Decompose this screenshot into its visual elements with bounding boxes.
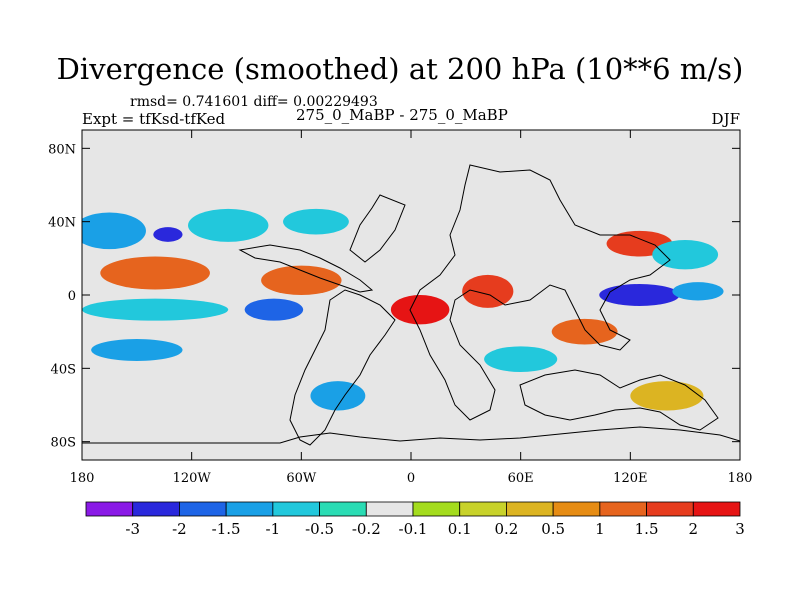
colorbar-label: 3 [735, 520, 745, 538]
colorbar-label: 2 [689, 520, 699, 538]
contour-blob-8 [390, 295, 450, 325]
colorbar: -3 -2 -1.5 -1 -0.5 -0.2 -0.1 0.1 0.2 0.5 1 1.5 2 3 [85, 501, 745, 538]
contour-blob-6 [82, 298, 229, 321]
contour-blob-4 [100, 256, 210, 290]
colorbar-swatch [319, 501, 367, 517]
y-tick-label: 80N [48, 142, 76, 157]
x-tick-label: 180 [70, 471, 95, 486]
contour-blob-7 [244, 298, 304, 321]
colorbar-swatch [412, 501, 461, 517]
colorbar-swatch [179, 501, 227, 517]
colorbar-label: -0.5 [305, 520, 334, 538]
case-subtitle: 275_0_MaBP - 275_0_MaBP [296, 106, 508, 124]
colorbar-label: -0.1 [399, 520, 428, 538]
coastline-antarctica [82, 426, 740, 444]
colorbar-swatch [692, 501, 741, 517]
x-axis: 180 120W 60W 0 60E 120E 180 [70, 130, 753, 486]
colorbar-swatch [365, 501, 414, 517]
contour-blob-10 [599, 284, 680, 306]
y-tick-label: 0 [68, 289, 76, 304]
x-tick-label: 60E [508, 471, 534, 486]
contour-blob-11 [672, 282, 724, 301]
x-tick-label: 60W [286, 471, 317, 486]
contour-blob-1 [153, 227, 183, 242]
x-tick-label: 120W [173, 471, 212, 486]
y-tick-label: 80S [51, 436, 76, 451]
experiment-label: Expt = tfKsd-tfKed [82, 110, 226, 128]
colorbar-swatch [272, 501, 320, 517]
season-label: DJF [711, 110, 740, 128]
colorbar-label: 0.5 [541, 520, 565, 538]
colorbar-swatch [552, 501, 601, 517]
y-axis: 80N 40N 0 40S 80S [48, 142, 740, 451]
contour-blob-9 [462, 274, 514, 308]
contour-blob-14 [551, 318, 618, 345]
colorbar-swatch [132, 501, 180, 517]
contour-blob-17 [310, 381, 366, 411]
contour-blobs [82, 208, 724, 411]
colorbar-label: 0.2 [494, 520, 518, 538]
contour-blob-0 [82, 212, 146, 250]
x-tick-label: 0 [407, 471, 415, 486]
plot-area [82, 130, 740, 460]
colorbar-label: -1 [266, 520, 281, 538]
y-tick-label: 40S [51, 362, 76, 377]
colorbar-swatch [506, 501, 554, 517]
colorbar-swatch [646, 501, 694, 517]
coastline-americas [238, 194, 406, 446]
colorbar-label: 1 [595, 520, 605, 538]
contour-blob-5 [261, 265, 342, 296]
colorbar-label: 1.5 [635, 520, 659, 538]
colorbar-label: -1.5 [212, 520, 241, 538]
y-tick-label: 40N [48, 216, 76, 231]
colorbar-label: -3 [125, 520, 140, 538]
coastline-australia [519, 369, 719, 431]
colorbar-swatch [85, 501, 134, 517]
contour-blob-16 [484, 346, 558, 372]
contour-blob-15 [91, 339, 183, 361]
colorbar-swatch [599, 501, 647, 517]
colorbar-label: -2 [172, 520, 187, 538]
colorbar-label: 0.1 [448, 520, 472, 538]
colorbar-label: -0.2 [352, 520, 381, 538]
chart-title: Divergence (smoothed) at 200 hPa (10**6 … [56, 52, 744, 86]
rmsd-diff-stats: rmsd= 0.741601 diff= 0.00229493 [130, 94, 378, 110]
contour-blob-2 [188, 208, 269, 242]
x-tick-label: 180 [728, 471, 753, 486]
colorbar-swatch [225, 501, 274, 517]
x-tick-label: 120E [613, 471, 647, 486]
colorbar-swatch [459, 501, 507, 517]
coastline-eurasia-africa [409, 164, 671, 421]
contour-blob-18 [630, 381, 704, 411]
contour-blob-3 [283, 208, 349, 235]
contour-blob-13 [652, 240, 719, 270]
